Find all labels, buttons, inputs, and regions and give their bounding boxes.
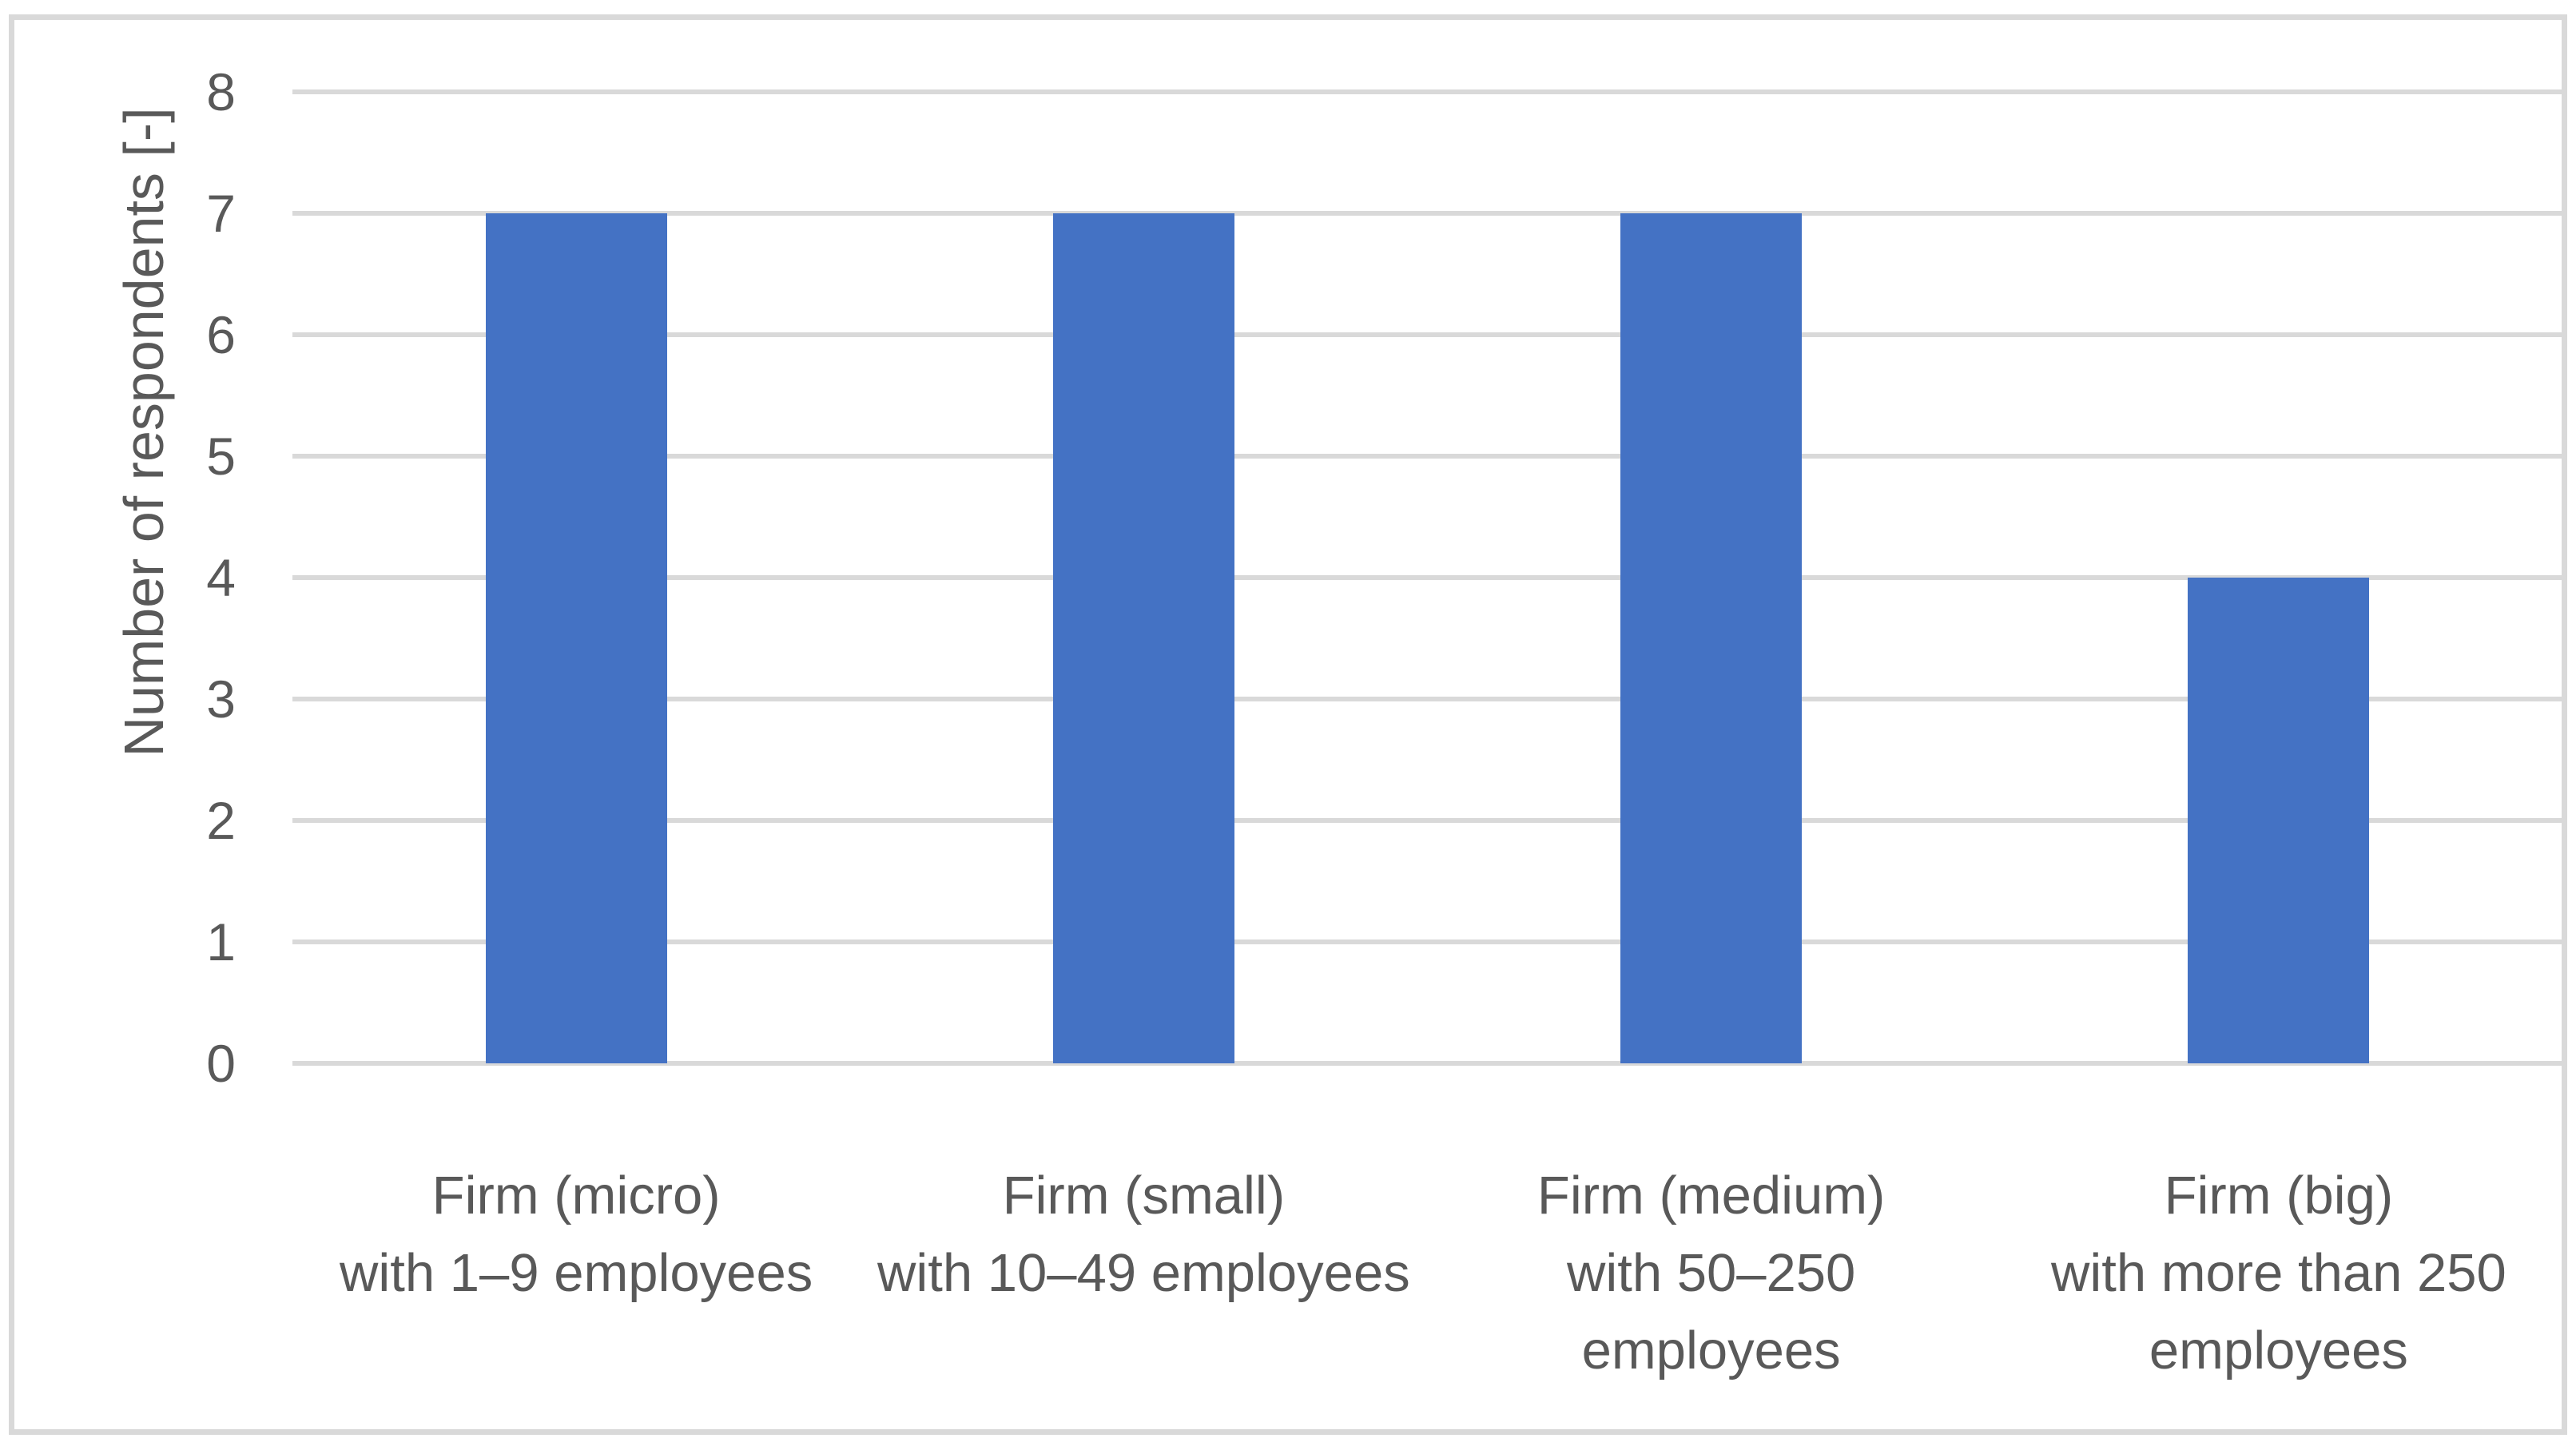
bar-firm-small (1052, 213, 1234, 1063)
gridline-y-7 (292, 211, 2562, 216)
bar-firm-big (2188, 578, 2370, 1063)
y-tick-label-2: 2 (206, 791, 236, 850)
gridline-y-8 (292, 89, 2562, 94)
y-tick-label-3: 3 (206, 669, 236, 729)
y-tick-label-4: 4 (206, 548, 236, 607)
gridline-y-3 (292, 697, 2562, 701)
x-category-label-small: Firm (small) with 10–49 employees (877, 1166, 1410, 1303)
y-tick-label-1: 1 (206, 912, 236, 971)
y-tick-label-8: 8 (206, 62, 236, 121)
y-tick-label-5: 5 (206, 427, 236, 486)
gridline-y-5 (292, 454, 2562, 459)
gridline-y-2 (292, 818, 2562, 823)
gridline-y-0 (292, 1061, 2562, 1066)
x-category-label-big: Firm (big) with more than 250 employees (2050, 1166, 2506, 1380)
gridline-y-4 (292, 575, 2562, 580)
y-tick-label-7: 7 (206, 184, 236, 243)
x-category-label-medium: Firm (medium) with 50–250 employees (1536, 1166, 1886, 1380)
gridline-y-1 (292, 940, 2562, 944)
x-category-label-micro: Firm (micro) with 1–9 employees (340, 1166, 813, 1303)
y-tick-label-6: 6 (206, 305, 236, 364)
bar-firm-micro (485, 213, 667, 1063)
bar-firm-medium (1620, 213, 1803, 1063)
gridline-y-6 (292, 332, 2562, 337)
y-tick-label-0: 0 (206, 1034, 236, 1093)
